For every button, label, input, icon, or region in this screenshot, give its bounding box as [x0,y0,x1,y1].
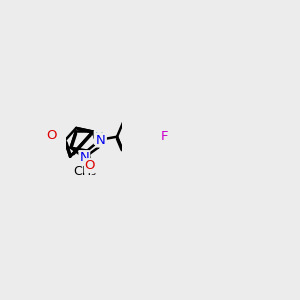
Text: N: N [80,151,89,164]
Text: F: F [160,130,168,143]
Text: O: O [85,159,95,172]
Text: H: H [94,131,103,144]
Text: N: N [96,134,106,146]
Text: CH₃: CH₃ [73,164,96,178]
Text: O: O [46,129,56,142]
